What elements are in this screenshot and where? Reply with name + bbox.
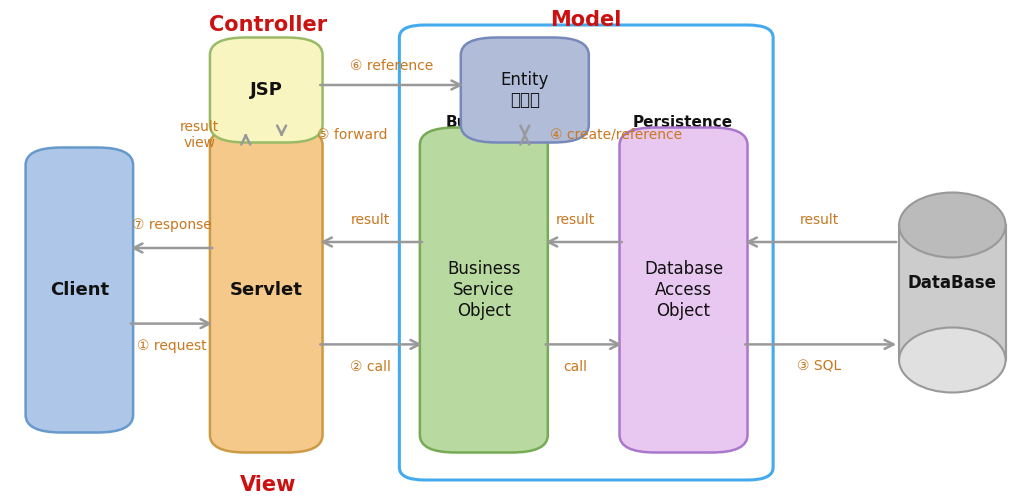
Text: Servlet: Servlet — [229, 281, 303, 299]
FancyBboxPatch shape — [210, 128, 323, 452]
Text: result: result — [351, 212, 390, 226]
Ellipse shape — [899, 192, 1006, 258]
Ellipse shape — [899, 328, 1006, 392]
Text: DataBase: DataBase — [908, 274, 996, 291]
FancyBboxPatch shape — [899, 225, 1006, 360]
Text: ⑦ response: ⑦ response — [132, 218, 212, 232]
Text: Business
Layer: Business Layer — [445, 115, 521, 148]
Text: ① request: ① request — [137, 339, 207, 353]
FancyBboxPatch shape — [26, 148, 133, 433]
Text: Controller: Controller — [209, 15, 328, 35]
Text: Model: Model — [550, 10, 622, 30]
Text: Presentation
Layer: Presentation Layer — [213, 145, 324, 178]
Text: ⑥ reference: ⑥ reference — [349, 59, 433, 73]
Text: result: result — [800, 212, 839, 226]
Text: ⑤ forward: ⑤ forward — [317, 128, 388, 142]
FancyBboxPatch shape — [461, 38, 589, 142]
Text: Business
Service
Object: Business Service Object — [447, 260, 520, 320]
FancyBboxPatch shape — [620, 128, 748, 452]
Text: call: call — [563, 360, 588, 374]
Text: result
view: result view — [180, 120, 219, 150]
Text: JSP: JSP — [250, 81, 283, 99]
Text: Persistence
Layer: Persistence Layer — [633, 115, 733, 148]
Text: Client: Client — [50, 281, 109, 299]
FancyBboxPatch shape — [420, 128, 548, 452]
Text: Entity
값객체: Entity 값객체 — [501, 70, 549, 110]
Text: ② call: ② call — [350, 360, 391, 374]
Text: View: View — [240, 475, 297, 495]
Text: result: result — [556, 212, 595, 226]
FancyBboxPatch shape — [210, 38, 323, 142]
Text: ④ create/reference: ④ create/reference — [551, 128, 683, 142]
Text: Database
Access
Object: Database Access Object — [644, 260, 723, 320]
Text: ③ SQL: ③ SQL — [797, 360, 842, 374]
